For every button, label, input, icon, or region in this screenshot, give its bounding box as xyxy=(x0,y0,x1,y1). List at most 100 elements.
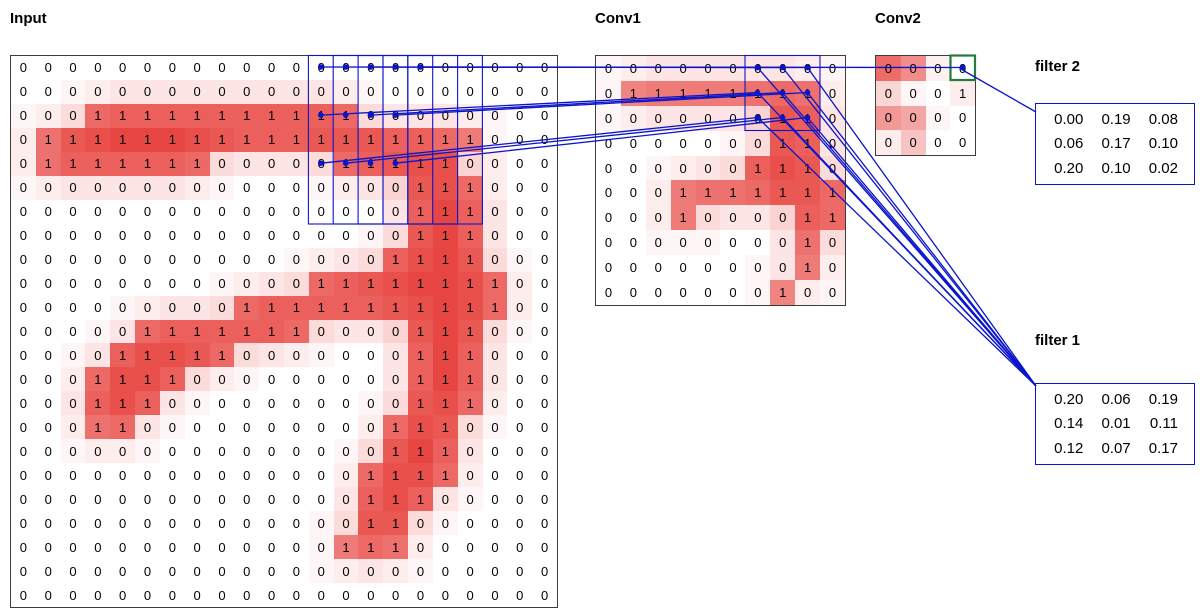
input-cell: 1 xyxy=(383,487,409,512)
input-cell: 0 xyxy=(209,487,235,512)
input-cell: 0 xyxy=(135,511,160,536)
input-cell: 1 xyxy=(432,127,458,152)
input-cell: 0 xyxy=(209,463,235,488)
input-cell: 0 xyxy=(383,79,409,104)
input-cell: 1 xyxy=(432,319,458,344)
input-cell: 1 xyxy=(432,391,458,416)
conv1-cell: 0 xyxy=(770,205,796,231)
input-cell: 0 xyxy=(110,319,136,344)
input-cell: 0 xyxy=(333,559,359,584)
conv1-cell: 0 xyxy=(795,280,821,305)
conv1-cell: 0 xyxy=(745,130,771,156)
input-cell: 0 xyxy=(184,79,210,104)
input-cell: 0 xyxy=(482,79,508,104)
input-cell: 0 xyxy=(284,463,309,488)
input-cell: 0 xyxy=(432,559,458,584)
conv1-cell: 0 xyxy=(645,255,671,281)
conv1-cell: 1 xyxy=(770,105,796,131)
input-cell: 0 xyxy=(259,439,284,464)
conv1-cell: 0 xyxy=(695,205,721,231)
input-cell: 0 xyxy=(110,175,136,200)
input-cell: 0 xyxy=(284,391,309,416)
input-cell: 0 xyxy=(532,151,557,176)
input-cell: 1 xyxy=(110,103,136,128)
input-cell: 0 xyxy=(85,175,111,200)
input-cell: 1 xyxy=(209,319,235,344)
input-cell: 0 xyxy=(532,271,557,296)
input-cell: 0 xyxy=(532,343,557,368)
input-cell: 0 xyxy=(482,175,508,200)
input-cell: 0 xyxy=(60,247,86,272)
input-cell: 0 xyxy=(308,79,334,104)
conv1-cell: 1 xyxy=(745,80,771,106)
input-cell: 0 xyxy=(482,151,508,176)
input-cell: 1 xyxy=(159,343,185,368)
input-cell: 0 xyxy=(234,223,260,248)
input-cell: 0 xyxy=(60,56,86,80)
input-cell: 0 xyxy=(35,415,61,440)
input-cell: 1 xyxy=(35,151,61,176)
input-cell: 0 xyxy=(11,487,36,512)
conv1-cell: 0 xyxy=(770,56,796,81)
input-cell: 1 xyxy=(457,199,483,224)
input-cell: 0 xyxy=(110,247,136,272)
input-cell: 1 xyxy=(333,271,359,296)
conv1-cell: 0 xyxy=(695,280,721,305)
conv1-cell: 0 xyxy=(720,56,746,81)
input-cell: 1 xyxy=(408,295,433,320)
conv1-cell: 1 xyxy=(720,80,746,106)
input-cell: 0 xyxy=(482,439,508,464)
input-cell: 1 xyxy=(85,367,111,392)
input-cell: 0 xyxy=(408,103,433,128)
input-cell: 0 xyxy=(383,56,409,80)
conv2-cell: 0 xyxy=(925,130,951,155)
input-cell: 0 xyxy=(457,511,483,536)
input-cell: 0 xyxy=(35,391,61,416)
filter-value: 0.20 xyxy=(1054,160,1084,178)
input-cell: 1 xyxy=(209,103,235,128)
conv1-cell: 0 xyxy=(620,105,646,131)
conv1-cell: 0 xyxy=(596,230,621,256)
input-cell: 1 xyxy=(383,127,409,152)
input-cell: 0 xyxy=(457,535,483,560)
input-cell: 0 xyxy=(135,271,160,296)
input-cell: 0 xyxy=(432,56,458,80)
input-cell: 0 xyxy=(532,535,557,560)
input-cell: 0 xyxy=(408,56,433,80)
input-cell: 1 xyxy=(308,271,334,296)
input-cell: 1 xyxy=(60,127,86,152)
input-cell: 0 xyxy=(284,223,309,248)
input-cell: 0 xyxy=(184,391,210,416)
input-cell: 0 xyxy=(209,199,235,224)
input-cell: 0 xyxy=(85,295,111,320)
input-cell: 0 xyxy=(308,391,334,416)
input-cell: 1 xyxy=(432,439,458,464)
input-cell: 0 xyxy=(110,223,136,248)
input-cell: 0 xyxy=(532,199,557,224)
input-cell: 0 xyxy=(358,583,384,607)
input-cell: 1 xyxy=(432,343,458,368)
input-cell: 0 xyxy=(432,583,458,607)
input-cell: 0 xyxy=(234,535,260,560)
input-cell: 0 xyxy=(358,79,384,104)
input-cell: 0 xyxy=(507,487,533,512)
filter-value: 0.02 xyxy=(1148,160,1178,178)
conv1-cell: 0 xyxy=(645,105,671,131)
input-cell: 0 xyxy=(11,391,36,416)
input-cell: 0 xyxy=(308,559,334,584)
input-cell: 0 xyxy=(11,415,36,440)
input-cell: 1 xyxy=(457,271,483,296)
input-cell: 0 xyxy=(110,79,136,104)
input-cell: 0 xyxy=(457,583,483,607)
input-cell: 1 xyxy=(234,103,260,128)
input-cell: 0 xyxy=(35,79,61,104)
input-cell: 0 xyxy=(408,511,433,536)
input-cell: 0 xyxy=(358,439,384,464)
input-cell: 0 xyxy=(35,295,61,320)
conv1-cell: 0 xyxy=(820,80,845,106)
conv2-cell: 0 xyxy=(900,105,926,131)
input-cell: 1 xyxy=(408,175,433,200)
input-cell: 0 xyxy=(209,559,235,584)
input-cell: 0 xyxy=(308,247,334,272)
